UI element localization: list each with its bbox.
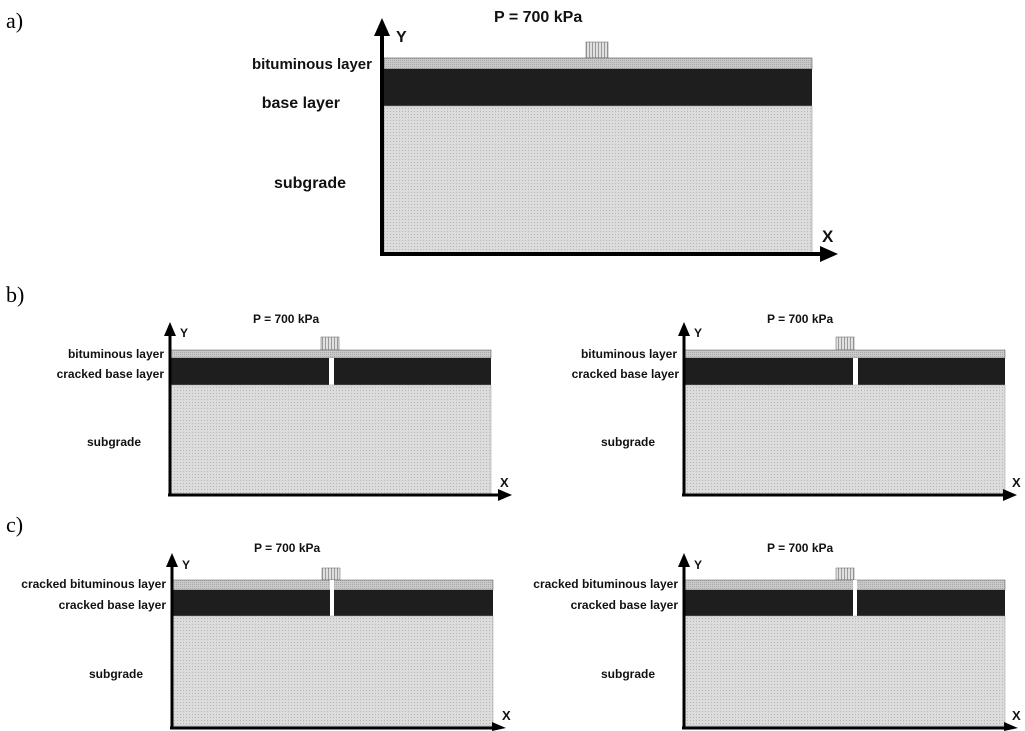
load-label: P = 700 kPa xyxy=(767,312,833,326)
panel-b-right: P = 700 kPa bituminous layer cracked bas… xyxy=(572,312,1021,501)
x-axis-label: X xyxy=(1012,708,1021,723)
load-pad xyxy=(835,567,855,581)
subgrade-layer xyxy=(684,384,1006,496)
y-axis-label: Y xyxy=(694,326,702,340)
bituminous-layer xyxy=(684,349,1006,359)
load-label: P = 700 kPa xyxy=(254,541,320,555)
panel-a-label: a) xyxy=(6,8,23,33)
x-axis-label: X xyxy=(822,227,834,246)
subgrade-label: subgrade xyxy=(87,435,141,449)
y-axis-arrow-icon xyxy=(678,553,690,567)
load-pad xyxy=(320,336,340,351)
y-axis-arrow-icon xyxy=(164,322,176,336)
cracked-bituminous-layer-label: cracked bituminous layer xyxy=(21,577,166,591)
subgrade-layer xyxy=(172,615,494,727)
base-layer xyxy=(685,358,1005,385)
bituminous-layer-label: bituminous layer xyxy=(252,56,372,73)
subgrade-label: subgrade xyxy=(601,435,655,449)
subgrade-label: subgrade xyxy=(274,175,346,192)
panel-c-label: c) xyxy=(6,512,23,537)
bituminous-layer xyxy=(383,57,813,70)
panel-b: b) P = 700 kPa bituminous layer cracked … xyxy=(6,282,1021,501)
load-pad xyxy=(835,336,855,351)
y-axis-label: Y xyxy=(396,29,407,46)
load-label: P = 700 kPa xyxy=(494,9,582,26)
panel-b-label: b) xyxy=(6,282,24,307)
x-axis-arrow-icon xyxy=(492,722,506,731)
bituminous-layer-label: bituminous layer xyxy=(68,347,164,361)
x-axis-arrow-icon xyxy=(498,489,512,501)
load-pad xyxy=(585,41,609,59)
x-axis-label: X xyxy=(502,708,511,723)
crack xyxy=(329,358,334,385)
y-axis-arrow-icon xyxy=(166,553,178,567)
subgrade-layer xyxy=(383,105,813,255)
bituminous-layer xyxy=(170,349,492,359)
bituminous-layer xyxy=(684,579,1006,591)
subgrade-label: subgrade xyxy=(601,667,655,681)
bituminous-layer-label: bituminous layer xyxy=(581,347,677,361)
load-pad xyxy=(321,567,341,581)
panel-b-left: P = 700 kPa bituminous layer cracked bas… xyxy=(57,312,512,501)
subgrade-layer xyxy=(684,615,1006,727)
y-axis-arrow-icon xyxy=(678,322,690,336)
panel-c-right: P = 700 kPa cracked bituminous layer cra… xyxy=(533,541,1006,730)
subgrade-label: subgrade xyxy=(89,667,143,681)
cracked-bituminous-layer-label: cracked bituminous layer xyxy=(533,577,678,591)
load-label: P = 700 kPa xyxy=(253,312,319,326)
x-axis-label: X xyxy=(1012,475,1021,490)
x-axis-arrow-icon xyxy=(1003,489,1017,501)
cracked-base-layer-label: cracked base layer xyxy=(572,367,680,381)
y-axis-label: Y xyxy=(180,326,188,340)
load-label: P = 700 kPa xyxy=(767,541,833,555)
panel-c-left: P = 700 kPa cracked bituminous layer cra… xyxy=(21,541,494,730)
y-axis-label: Y xyxy=(694,558,702,572)
cracked-base-layer-label: cracked base layer xyxy=(571,598,679,612)
crack xyxy=(853,580,857,616)
x-axis-arrow-icon xyxy=(820,246,838,262)
x-axis-label: X xyxy=(500,475,509,490)
panel-a: a) P = 700 kPa bituminous layer base lay… xyxy=(6,8,838,262)
y-axis-label: Y xyxy=(182,558,190,572)
base-layer xyxy=(685,590,1005,616)
panel-c: c) P = 700 kPa cracked bituminous layer … xyxy=(6,512,1021,731)
crack xyxy=(853,358,858,385)
cracked-base-layer-label: cracked base layer xyxy=(59,598,167,612)
base-layer xyxy=(384,69,812,106)
subgrade-layer xyxy=(170,384,492,496)
crack xyxy=(330,580,334,616)
cracked-base-layer-label: cracked base layer xyxy=(57,367,165,381)
y-axis-arrow-icon xyxy=(374,18,390,36)
base-layer-label: base layer xyxy=(262,95,340,112)
x-axis-arrow-icon xyxy=(1004,722,1018,731)
